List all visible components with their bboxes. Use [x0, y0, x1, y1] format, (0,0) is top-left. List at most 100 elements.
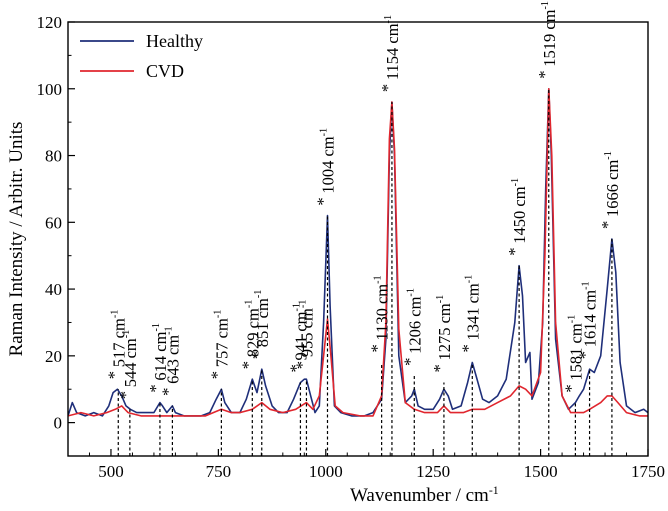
peak-star-6: * [248, 351, 267, 359]
peak-label-10: 1130 cm-1 [373, 275, 392, 340]
peak-label-13: 1275 cm-1 [435, 295, 454, 361]
peak-label-group-11: * 1154 cm-1 [378, 15, 402, 92]
peak-star-19: * [598, 221, 617, 229]
x-tick-label-4: 1500 [524, 462, 558, 481]
peak-label-4-base: 757 cm [212, 318, 231, 367]
peak-star-11: * [378, 84, 397, 92]
peak-star-4: * [207, 371, 226, 379]
peak-label-13-sup: -1 [435, 295, 446, 304]
peak-star-14: * [458, 344, 477, 352]
legend: Healthy CVD [80, 31, 203, 81]
peak-label-0: 517 cm-1 [109, 310, 128, 368]
peak-label-group-7: *941 cm-1 [286, 303, 310, 373]
peak-star-18: * [576, 351, 595, 359]
peak-label-15: 1450 cm-1 [510, 178, 529, 244]
peak-label-2-base: 614 cm [151, 331, 170, 380]
y-tick-label-6: 120 [37, 13, 63, 32]
legend-label-1: CVD [146, 61, 184, 81]
series-line-cvd [68, 88, 648, 417]
peak-label-12-sup: -1 [405, 288, 416, 297]
peak-label-1-base: 544 cm [121, 338, 140, 387]
peak-label-0-sup: -1 [109, 310, 120, 319]
y-tick-label-4: 80 [45, 147, 62, 166]
y-tick-label-3: 60 [45, 213, 62, 232]
y-tick-label-2: 40 [45, 280, 62, 299]
x-tick-label-5: 1750 [631, 462, 665, 481]
y-axis-title: Raman Intensity / Arbitr. Units [6, 122, 27, 357]
peak-star-15: * [505, 247, 524, 255]
x-tick-label-2: 1000 [309, 462, 343, 481]
peak-label-group-2: * 614 cm-1 [146, 323, 170, 393]
peak-label-10-sup: -1 [373, 275, 384, 284]
peak-label-6-base: 851 cm [253, 298, 272, 347]
peak-label-8-sup: -1 [297, 300, 308, 309]
peak-label-12: 1206 cm-1 [405, 288, 424, 354]
y-tick-label-5: 100 [37, 80, 63, 99]
x-tick-label-1: 750 [206, 462, 232, 481]
peak-label-group-0: * 517 cm-1 [104, 310, 128, 380]
peak-label-group-19: * 1666 cm-1 [598, 151, 622, 229]
peak-star-12: * [400, 358, 419, 366]
legend-label-0: Healthy [146, 31, 203, 51]
peak-star-7: * [286, 364, 305, 372]
x-axis-title-sup: -1 [489, 484, 499, 497]
peak-label-12-base: 1206 cm [405, 296, 424, 353]
peak-star-3: * [158, 388, 177, 396]
peak-label-group-6: * 851 cm-1 [248, 290, 272, 360]
peak-label-2: 614 cm-1 [151, 323, 170, 381]
peak-label-5-sup: -1 [243, 300, 254, 309]
axes: 500 750 1000 1250 1500 1750 0 20 40 60 80 100 120 Wav… [6, 13, 665, 506]
peak-label-9: 1004 cm-1 [318, 128, 337, 194]
peak-label-group-15: * 1450 cm-1 [505, 178, 529, 256]
peak-label-7-sup: -1 [291, 303, 302, 312]
peak-label-4: 757 cm-1 [212, 310, 231, 368]
peak-label-group-13: * 1275 cm-1 [430, 295, 454, 373]
x-tick-label-3: 1250 [416, 462, 450, 481]
peak-label-group-14: * 1341 cm-1 [458, 275, 482, 353]
peak-label-5-base: 829 cm [243, 308, 262, 357]
peak-label-group-10: * 1130 cm-1 [368, 275, 392, 352]
y-tick-label-1: 20 [45, 347, 62, 366]
peak-label-0-base: 517 cm [109, 318, 128, 367]
y-tick-label-0: 0 [54, 414, 63, 433]
peak-label-19-sup: -1 [603, 151, 614, 160]
peak-star-10: * [368, 344, 387, 352]
peak-label-group-17: * 1581 cm-1 [561, 315, 585, 393]
peak-label-18-sup: -1 [581, 281, 592, 290]
peak-label-group-9: * 1004 cm-1 [313, 128, 337, 206]
peak-star-8: * [292, 361, 311, 369]
peak-label-1-sup: -1 [121, 330, 132, 339]
peak-label-15-sup: -1 [510, 178, 521, 187]
peak-star-5: * [238, 361, 257, 369]
x-axis-title-base: Wavenumber / cm [350, 485, 489, 506]
peak-label-11-base: 1154 cm [383, 23, 402, 80]
peak-label-19-base: 1666 cm [603, 160, 622, 217]
peak-label-18-base: 1614 cm [581, 290, 600, 347]
peak-label-17-base: 1581 cm [566, 323, 585, 380]
peak-label-11-sup: -1 [383, 15, 394, 24]
peak-label-group-5: * 829 cm-1 [238, 300, 262, 370]
peak-label-6: 851 cm-1 [253, 290, 272, 348]
peak-label-1: 544 cm-1 [121, 330, 140, 388]
peak-label-9-base: 1004 cm [318, 136, 337, 193]
peak-label-17: 1581 cm-1 [566, 315, 585, 381]
x-axis-title: Wavenumber / cm-1 [350, 484, 499, 506]
peak-star-17: * [561, 384, 580, 392]
peak-label-13-base: 1275 cm [435, 303, 454, 360]
peak-label-2-sup: -1 [151, 323, 162, 332]
peak-label-3-sup: -1 [163, 326, 174, 335]
peak-label-14: 1341 cm-1 [463, 275, 482, 341]
peak-label-group-3: * 643 cm-1 [158, 326, 182, 396]
plot-area [68, 88, 648, 417]
peak-label-6-sup: -1 [253, 290, 264, 299]
peak-star-13: * [430, 364, 449, 372]
peak-label-14-base: 1341 cm [463, 283, 482, 340]
peak-label-7: 941 cm-1 [291, 303, 310, 361]
peak-star-16: * [535, 71, 554, 79]
peak-label-group-18: * 1614 cm-1 [576, 281, 600, 359]
peak-label-group-8: * 955 cm-1 [292, 300, 316, 370]
peak-star-1: * [116, 391, 135, 399]
peak-star-9: * [313, 197, 332, 205]
peak-label-group-16: * 1519 cm-1 [535, 1, 559, 79]
peak-label-3-base: 643 cm [163, 335, 182, 384]
